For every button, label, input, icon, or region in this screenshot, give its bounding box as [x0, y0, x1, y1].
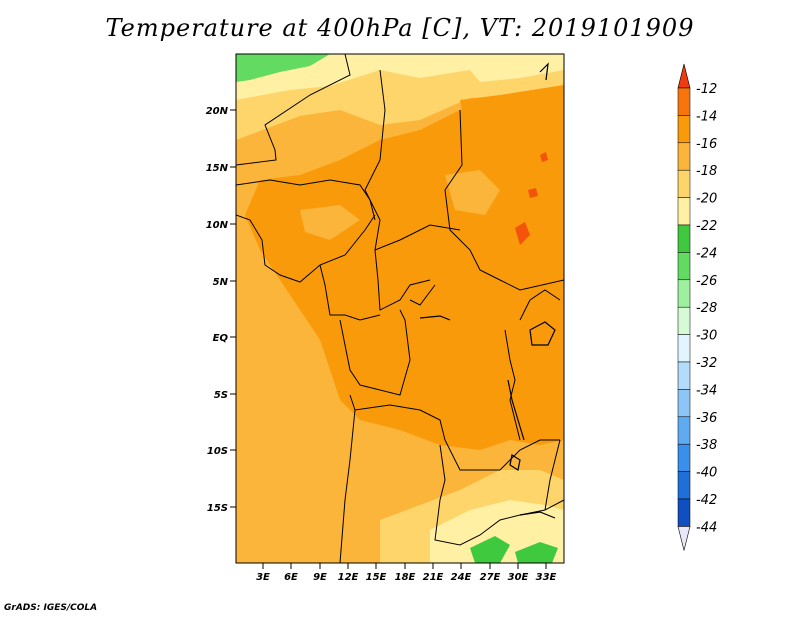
field-west-ocean	[236, 270, 350, 563]
colorbar-swatches	[677, 63, 691, 551]
colorbar-label: -42	[696, 493, 717, 508]
field-light-patch-2	[300, 205, 360, 240]
colorbar-label: -18	[696, 164, 717, 179]
colorbar-swatch	[677, 389, 691, 418]
field-green-south-2	[515, 542, 558, 563]
colorbar-swatch	[677, 252, 691, 281]
field-red-spot-2	[540, 152, 548, 162]
colorbar-bottom-arrow	[677, 526, 691, 551]
colorbar-swatch	[677, 87, 691, 116]
colorbar-label: -12	[696, 82, 717, 97]
lat-label: 10N	[206, 220, 229, 231]
map-frame	[235, 53, 565, 564]
lon-label: 24E	[451, 572, 472, 583]
lon-label: 6E	[284, 572, 298, 583]
colorbar-label: -22	[696, 219, 717, 234]
colorbar-swatch	[677, 498, 691, 527]
lat-label: 15S	[207, 503, 228, 514]
colorbar-swatch	[677, 197, 691, 226]
lat-label: 5N	[213, 277, 229, 288]
lat-label: 15N	[206, 163, 229, 174]
field-green-nw	[236, 54, 330, 82]
lat-label: 20N	[206, 106, 229, 117]
colorbar-swatch	[677, 169, 691, 198]
colorbar-swatch	[677, 416, 691, 445]
field-orange-ne	[460, 85, 564, 160]
lon-label: 27E	[480, 572, 501, 583]
colorbar-label: -30	[696, 329, 717, 344]
map-title: Temperature at 400hPa [C], VT: 201910190…	[105, 14, 695, 42]
lakes	[419, 62, 556, 519]
colorbar-label: -40	[696, 466, 717, 481]
map-fields	[236, 54, 564, 563]
field-red-spot-1	[515, 222, 530, 245]
colorbar-label: -32	[696, 356, 717, 371]
lat-label: EQ	[213, 333, 229, 344]
lon-label: 30E	[508, 572, 529, 583]
lon-label: 3E	[256, 572, 270, 583]
lon-label: 15E	[366, 572, 387, 583]
lon-label: 21E	[423, 572, 444, 583]
colorbar-swatch	[677, 224, 691, 253]
lon-label: 12E	[338, 572, 359, 583]
colorbar-swatch	[677, 443, 691, 472]
colorbar-swatch	[677, 471, 691, 500]
field-green-south-1	[470, 536, 510, 563]
field-light-patch-1	[445, 170, 500, 215]
colorbar-label: -44	[696, 520, 717, 535]
longitude-axis: 3E 6E 9E 12E 15E 18E 21E 24E 27E 30E 33E	[256, 563, 557, 583]
colorbar-label: -36	[696, 411, 717, 426]
colorbar-swatch	[677, 334, 691, 363]
field-red-spot-3	[528, 188, 538, 198]
colorbar-label: -28	[696, 301, 717, 316]
colorbar-swatch	[677, 142, 691, 171]
colorbar-label: -38	[696, 438, 717, 453]
grads-credit: GrADS: IGES/COLA	[4, 603, 98, 613]
colorbar-label: -14	[696, 109, 717, 124]
colorbar-swatch	[677, 361, 691, 390]
lat-label: 5S	[214, 390, 228, 401]
country-borders	[236, 54, 564, 563]
field-ne-light	[470, 54, 564, 82]
colorbar-label: -34	[696, 383, 717, 398]
colorbar-label: -16	[696, 137, 717, 152]
lat-label: 10S	[207, 446, 228, 457]
colorbar-swatch	[677, 306, 691, 335]
latitude-axis: 20N 15N 10N 5N EQ 5S 10S 15S	[206, 106, 236, 514]
lon-label: 18E	[395, 572, 416, 583]
colorbar-label: -20	[696, 192, 717, 207]
colorbar-top-arrow	[677, 63, 691, 89]
colorbar-label: -24	[696, 246, 717, 261]
lon-label: 9E	[313, 572, 327, 583]
colorbar-swatch	[677, 279, 691, 308]
lon-label: 33E	[536, 572, 557, 583]
colorbar-swatch	[677, 115, 691, 144]
colorbar-label: -26	[696, 274, 717, 289]
colorbar-labels: -12 -14 -16 -18 -20 -22 -24 -26 -28 -30 -32 -34 -36 -…	[696, 82, 717, 535]
